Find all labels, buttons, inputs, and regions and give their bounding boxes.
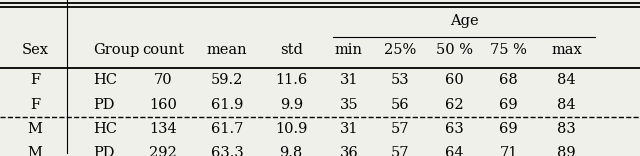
Text: 292: 292 — [149, 146, 177, 156]
Text: mean: mean — [207, 43, 248, 57]
Text: count: count — [142, 43, 184, 57]
Text: 71: 71 — [500, 146, 518, 156]
Text: 35: 35 — [339, 98, 358, 112]
Text: 9.9: 9.9 — [280, 98, 303, 112]
Text: 69: 69 — [499, 122, 518, 136]
Text: Sex: Sex — [22, 43, 49, 57]
Text: 25%: 25% — [384, 43, 416, 57]
Text: 63: 63 — [445, 122, 464, 136]
Text: 60: 60 — [445, 73, 464, 87]
Text: M: M — [28, 146, 43, 156]
Text: 56: 56 — [390, 98, 410, 112]
Text: 9.8: 9.8 — [280, 146, 303, 156]
Text: PD: PD — [93, 98, 115, 112]
Text: 68: 68 — [499, 73, 518, 87]
Text: 84: 84 — [557, 98, 576, 112]
Text: min: min — [335, 43, 363, 57]
Text: std: std — [280, 43, 303, 57]
Text: Group: Group — [93, 43, 139, 57]
Text: 50 %: 50 % — [436, 43, 473, 57]
Text: 70: 70 — [154, 73, 173, 87]
Text: F: F — [30, 73, 40, 87]
Text: 64: 64 — [445, 146, 464, 156]
Text: 63.3: 63.3 — [211, 146, 244, 156]
Text: 59.2: 59.2 — [211, 73, 243, 87]
Text: 10.9: 10.9 — [275, 122, 307, 136]
Text: HC: HC — [93, 73, 116, 87]
Text: 36: 36 — [339, 146, 358, 156]
Text: M: M — [28, 122, 43, 136]
Text: PD: PD — [93, 146, 115, 156]
Text: 31: 31 — [340, 73, 358, 87]
Text: max: max — [551, 43, 582, 57]
Text: 75 %: 75 % — [490, 43, 527, 57]
Text: 62: 62 — [445, 98, 464, 112]
Text: 11.6: 11.6 — [275, 73, 307, 87]
Text: 61.7: 61.7 — [211, 122, 243, 136]
Text: 134: 134 — [149, 122, 177, 136]
Text: F: F — [30, 98, 40, 112]
Text: 57: 57 — [391, 122, 409, 136]
Text: 84: 84 — [557, 73, 576, 87]
Text: Age: Age — [450, 14, 478, 28]
Text: HC: HC — [93, 122, 116, 136]
Text: 31: 31 — [340, 122, 358, 136]
Text: 69: 69 — [499, 98, 518, 112]
Text: 53: 53 — [390, 73, 410, 87]
Text: 83: 83 — [557, 122, 576, 136]
Text: 89: 89 — [557, 146, 576, 156]
Text: 61.9: 61.9 — [211, 98, 243, 112]
Text: 57: 57 — [391, 146, 409, 156]
Text: 160: 160 — [149, 98, 177, 112]
